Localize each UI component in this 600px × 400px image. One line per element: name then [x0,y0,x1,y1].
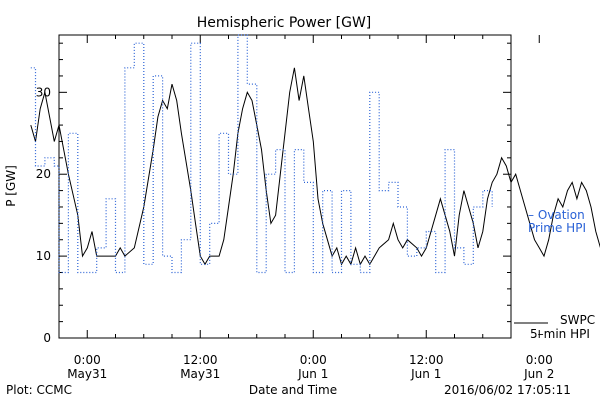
legend-swpc-line1: SWPC [560,313,595,327]
legend-ovation-line2: Prime HPI [528,221,586,235]
x-tick-time-label: 12:00 [409,353,444,367]
legend-swpc-line2: 5–min HPI [530,327,590,341]
x-axis-label: Date and Time [249,383,337,397]
x-tick-time-label: 0:00 [526,353,553,367]
x-tick-date-label: May31 [180,367,220,381]
series-ovation-prime-line [30,34,493,274]
y-tick-label: 10 [36,249,51,263]
chart-title: Hemispheric Power [GW] [197,15,372,31]
y-tick-label: 0 [43,331,51,345]
y-axis: 0 10 20 30 [36,42,511,345]
x-tick-date-label: May31 [67,367,107,381]
x-tick-time-label: 0:00 [74,353,101,367]
x-tick-date-label: Jun 2 [523,367,554,381]
y-tick-label: 20 [36,167,51,181]
series-swpc-hpi-line [30,67,600,266]
x-tick-date-label: Jun 1 [410,367,441,381]
x-tick-time-label: 12:00 [183,353,218,367]
series-layer [30,34,600,274]
legend-ovation-line1: – Ovation [528,208,585,222]
y-tick-label: 30 [36,85,51,99]
footer-plot-source: Plot: CCMC [6,383,72,397]
footer-timestamp: 2016/06/02 17:05:11 [444,383,571,397]
x-tick-time-label: 0:00 [300,353,327,367]
x-tick-date-label: Jun 1 [297,367,328,381]
y-axis-label: P [GW] [4,165,18,207]
